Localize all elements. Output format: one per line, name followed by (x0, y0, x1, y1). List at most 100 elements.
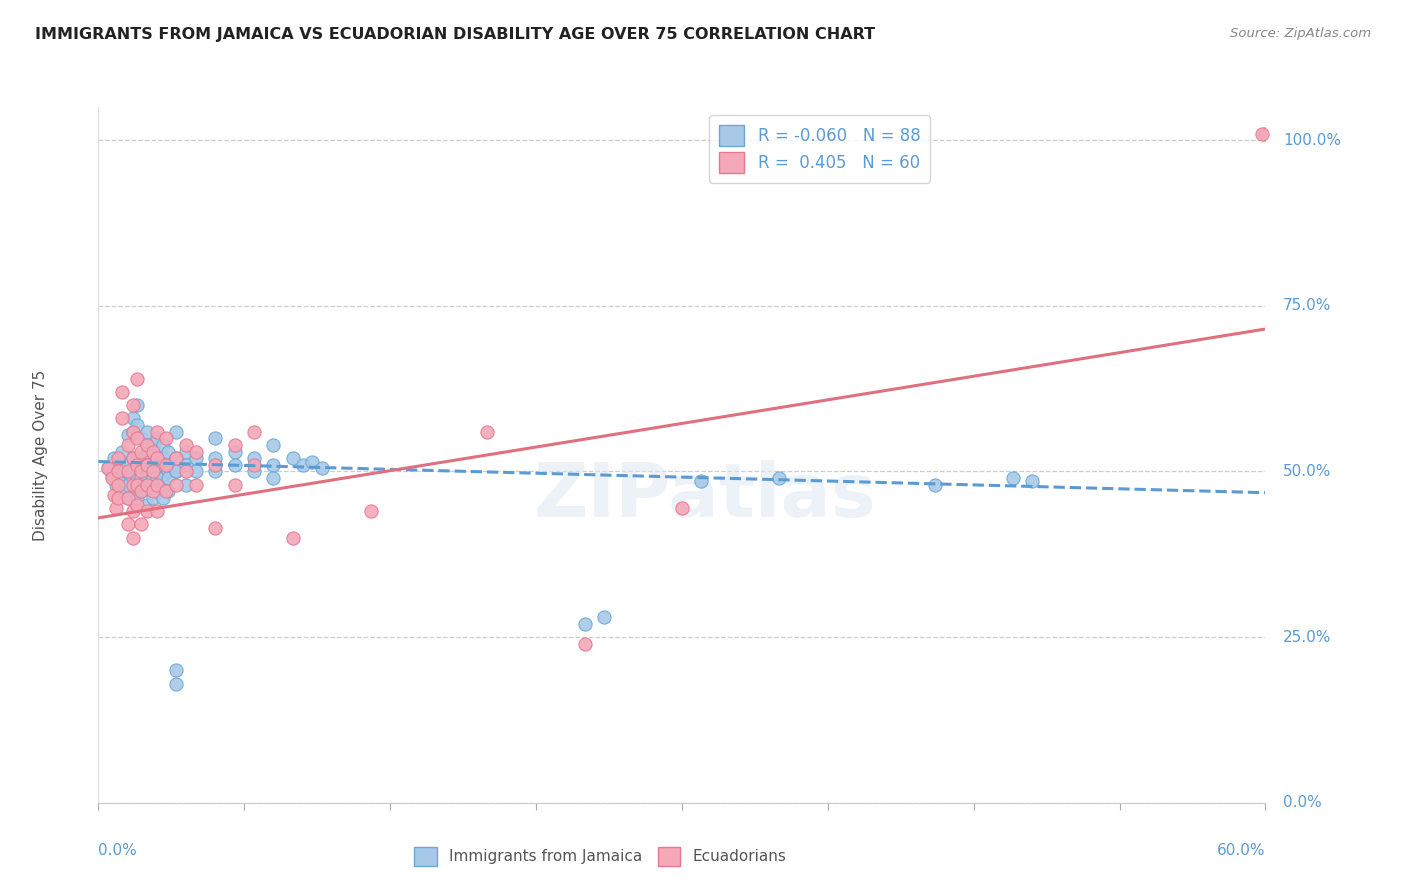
Point (127, 491, 149, 505)
Point (262, 471, 284, 485)
Point (224, 438, 246, 452)
Point (204, 521, 226, 535)
Point (184, 465, 207, 479)
Point (142, 444, 165, 458)
Point (129, 451, 152, 466)
Point (155, 431, 177, 445)
Point (127, 477, 149, 491)
Point (174, 438, 197, 452)
Point (129, 465, 152, 479)
Point (146, 431, 169, 445)
Point (122, 451, 145, 466)
Point (174, 465, 197, 479)
Point (136, 498, 159, 512)
Point (111, 384, 134, 399)
Point (136, 438, 159, 452)
Point (146, 425, 169, 439)
Point (122, 451, 145, 466)
Point (97, 461, 120, 475)
Point (129, 444, 152, 458)
Point (690, 475, 713, 489)
Point (136, 444, 159, 458)
Point (146, 477, 169, 491)
Point (101, 471, 124, 485)
Point (142, 465, 165, 479)
Point (184, 451, 207, 466)
Point (117, 517, 139, 532)
Point (127, 418, 149, 433)
Point (129, 517, 152, 532)
Point (117, 491, 139, 505)
Point (136, 504, 159, 518)
Point (111, 411, 134, 425)
Point (165, 425, 187, 439)
Point (122, 477, 145, 491)
Point (142, 438, 165, 452)
Point (127, 398, 149, 412)
Point (174, 477, 197, 491)
Point (136, 471, 159, 485)
Point (165, 465, 187, 479)
Point (129, 431, 152, 445)
Point (142, 458, 165, 472)
Text: 100.0%: 100.0% (1282, 133, 1341, 148)
Point (142, 465, 165, 479)
Text: 75.0%: 75.0% (1282, 298, 1331, 313)
Point (127, 431, 149, 445)
Point (184, 477, 207, 491)
Point (301, 454, 323, 468)
Point (127, 471, 149, 485)
Point (129, 484, 152, 499)
Text: 0.0%: 0.0% (98, 843, 138, 857)
Point (136, 458, 159, 472)
Point (184, 444, 207, 458)
Point (311, 461, 333, 475)
Point (262, 458, 284, 472)
Point (104, 477, 127, 491)
Point (103, 451, 125, 466)
Point (146, 465, 169, 479)
Point (146, 451, 169, 466)
Point (107, 471, 129, 485)
Point (146, 451, 169, 466)
Point (243, 458, 266, 472)
Point (136, 477, 159, 491)
Point (146, 504, 169, 518)
Point (1254, 127, 1277, 141)
Point (477, 425, 499, 439)
Point (593, 610, 616, 624)
Point (224, 458, 246, 472)
Point (574, 637, 596, 651)
Point (224, 444, 246, 458)
Point (671, 500, 693, 515)
Point (117, 491, 139, 505)
Point (262, 438, 284, 452)
Text: ZIPatlas: ZIPatlas (534, 460, 876, 533)
Point (127, 498, 149, 512)
Point (1250, 127, 1272, 141)
Text: Source: ZipAtlas.com: Source: ZipAtlas.com (1230, 27, 1371, 40)
Point (117, 477, 139, 491)
Point (1001, 471, 1024, 485)
Point (157, 465, 180, 479)
Point (243, 451, 266, 466)
Point (122, 504, 145, 518)
Point (122, 471, 145, 485)
Point (291, 458, 314, 472)
Point (107, 491, 129, 505)
Point (107, 465, 129, 479)
Point (122, 531, 145, 545)
Point (142, 484, 165, 499)
Point (243, 465, 266, 479)
Point (97, 461, 120, 475)
Point (127, 458, 149, 472)
Point (122, 398, 145, 412)
Point (574, 616, 596, 631)
Point (107, 458, 129, 472)
Point (122, 411, 145, 425)
Point (127, 372, 149, 386)
Point (127, 477, 149, 491)
Point (136, 465, 159, 479)
Point (136, 425, 159, 439)
Point (103, 488, 125, 502)
